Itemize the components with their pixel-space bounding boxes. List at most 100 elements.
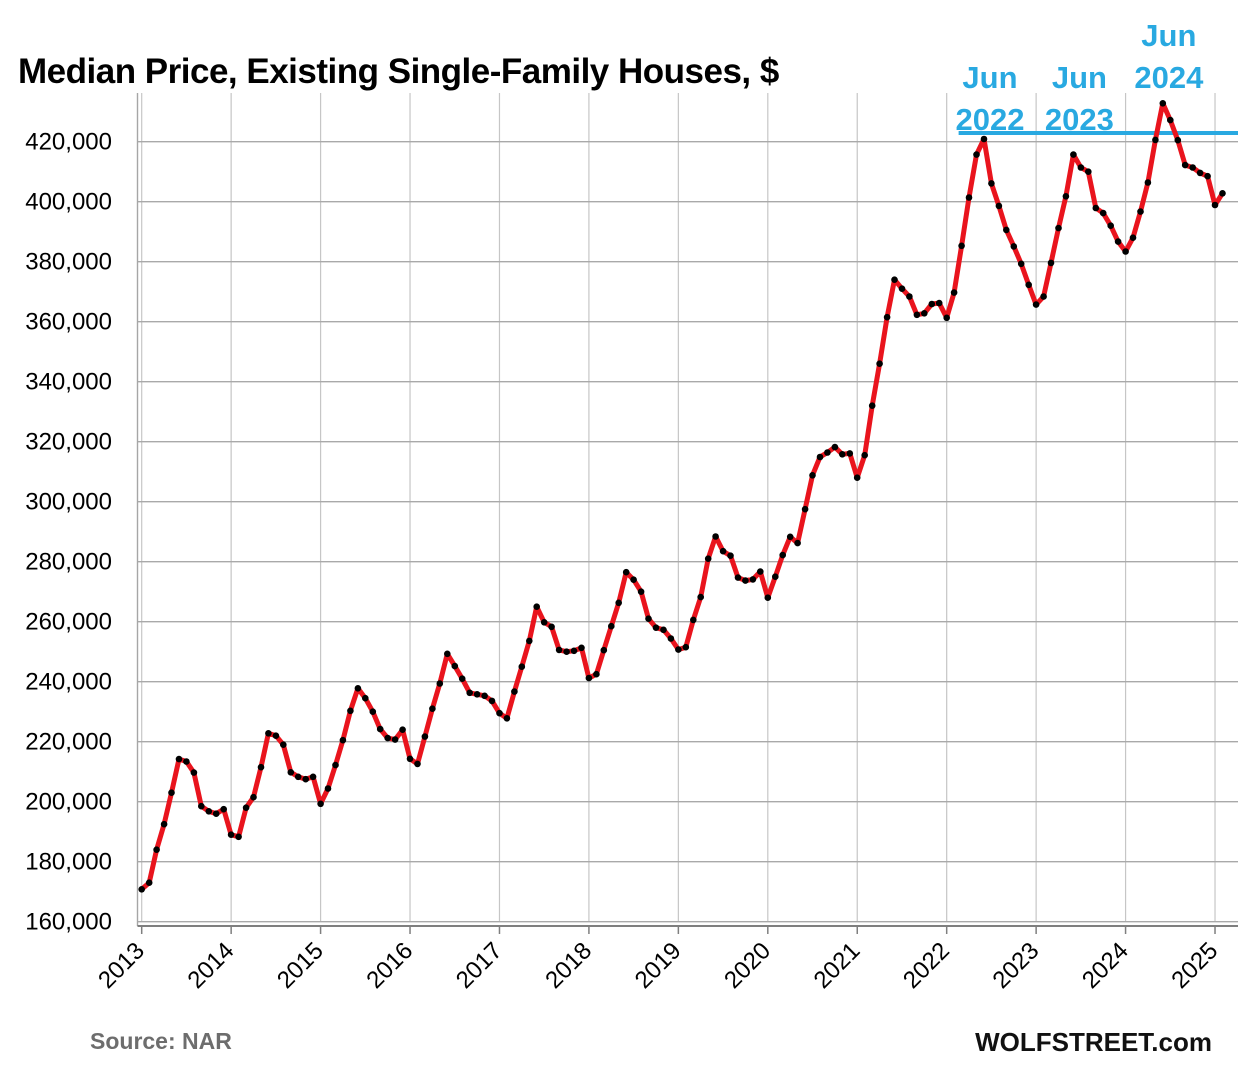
x-tick-label: 2024: [1077, 937, 1134, 994]
data-point-dot: [1040, 293, 1047, 300]
data-point-dot: [891, 276, 898, 284]
x-tick-label: 2015: [272, 937, 329, 994]
data-point-dot: [272, 732, 280, 739]
data-point-dot: [488, 697, 496, 705]
data-point-dot: [496, 709, 503, 717]
data-point-dot: [600, 646, 608, 654]
data-point-dot: [839, 451, 846, 458]
data-point-dot: [175, 755, 183, 763]
y-tick-label: 420,000: [25, 129, 112, 156]
data-point-dot: [1174, 136, 1182, 144]
brand-wolfstreet: WOLFSTREET.com: [975, 1027, 1212, 1057]
data-point-dot: [198, 802, 205, 810]
y-tick-label: 400,000: [25, 189, 112, 216]
data-point-dot: [302, 775, 310, 783]
data-point-dot: [921, 310, 928, 317]
y-tick-label: 320,000: [25, 429, 112, 456]
data-point-dot: [317, 800, 324, 808]
data-point-dot: [235, 833, 242, 841]
data-point-dot: [1196, 169, 1204, 177]
data-point-dot: [1137, 208, 1144, 215]
data-point-dot: [1122, 248, 1129, 255]
data-point-dot: [1204, 172, 1211, 180]
annotation-jun-2024-month: Jun: [1141, 18, 1196, 53]
data-point-dot: [473, 691, 481, 698]
data-point-dot: [935, 299, 943, 307]
data-point-dot: [145, 879, 153, 886]
data-point-dot: [421, 733, 429, 740]
annotation-jun-2022-month: Jun: [962, 60, 1017, 95]
data-point-dot: [876, 360, 883, 368]
y-tick-label: 220,000: [25, 729, 112, 756]
data-point-dot: [212, 810, 220, 817]
data-point-dot: [570, 647, 578, 655]
data-point-dot: [1055, 224, 1062, 232]
data-point-dot: [183, 758, 190, 765]
data-point-dot: [578, 644, 585, 652]
data-point-dot: [749, 576, 757, 583]
data-point-dot: [287, 769, 295, 776]
data-point-dot: [764, 594, 772, 601]
data-point-dot: [1032, 301, 1040, 308]
data-point-dot: [794, 539, 801, 547]
x-tick-label: 2019: [630, 937, 687, 994]
annotation-jun-2023-month: Jun: [1052, 60, 1107, 95]
data-point-dot: [1047, 259, 1055, 267]
data-point-dot: [712, 533, 719, 540]
data-point-dot: [242, 804, 250, 811]
data-point-dot: [816, 453, 824, 461]
data-point-dot: [451, 662, 459, 670]
data-point-dot: [585, 674, 593, 682]
data-point-dot: [727, 552, 734, 559]
data-point-dot: [801, 505, 809, 513]
data-point-dot: [831, 443, 839, 451]
data-point-dot: [563, 648, 570, 655]
data-point-dot: [205, 808, 213, 815]
data-point-dot: [660, 626, 667, 634]
data-point-dot: [280, 741, 287, 748]
data-point-dot: [1144, 179, 1152, 186]
x-tick-label: 2023: [988, 937, 1045, 994]
y-tick-label: 260,000: [25, 609, 112, 636]
data-point-dot: [1189, 164, 1196, 171]
data-point-dot: [734, 574, 742, 581]
data-point-dot: [772, 573, 779, 580]
data-point-dot: [757, 568, 764, 575]
y-tick-label: 340,000: [25, 369, 112, 396]
x-tick-label: 2016: [361, 937, 418, 994]
data-point-dot: [898, 285, 906, 293]
data-point-dot: [995, 202, 1003, 210]
x-tick-label: 2014: [183, 937, 240, 994]
annotation-jun-2024-year: 2024: [1134, 60, 1204, 95]
x-tick-label: 2021: [809, 937, 866, 994]
data-point-dot: [406, 755, 414, 763]
data-point-dot: [652, 624, 660, 631]
data-point-dot: [719, 547, 727, 555]
data-point-dot: [265, 730, 272, 737]
data-point-dot: [645, 615, 652, 622]
data-point-dot: [533, 603, 540, 610]
data-point-dot: [779, 551, 786, 559]
data-point-dot: [1159, 100, 1167, 107]
annotation-jun-2022-year: 2022: [955, 102, 1024, 137]
data-point-dot: [682, 643, 690, 651]
data-point-dot: [697, 593, 704, 601]
data-point-dot: [988, 180, 995, 187]
data-point-dot: [339, 736, 347, 744]
data-point-dot: [846, 450, 854, 457]
x-tick-label: 2017: [451, 937, 508, 994]
data-point-dot: [324, 785, 332, 792]
data-point-dot: [868, 402, 876, 410]
annotation-jun-2023-year: 2023: [1045, 102, 1114, 137]
data-point-dot: [347, 707, 354, 715]
x-tick-label: 2022: [898, 937, 955, 994]
data-point-dot: [1085, 168, 1092, 175]
chart-title: Median Price, Existing Single-Family Hou…: [18, 52, 779, 91]
data-point-dot: [883, 313, 891, 321]
data-point-dot: [466, 689, 474, 697]
data-point-dot: [622, 568, 630, 576]
y-tick-label: 300,000: [25, 489, 112, 516]
data-point-dot: [376, 725, 384, 733]
data-point-dot: [362, 694, 369, 702]
